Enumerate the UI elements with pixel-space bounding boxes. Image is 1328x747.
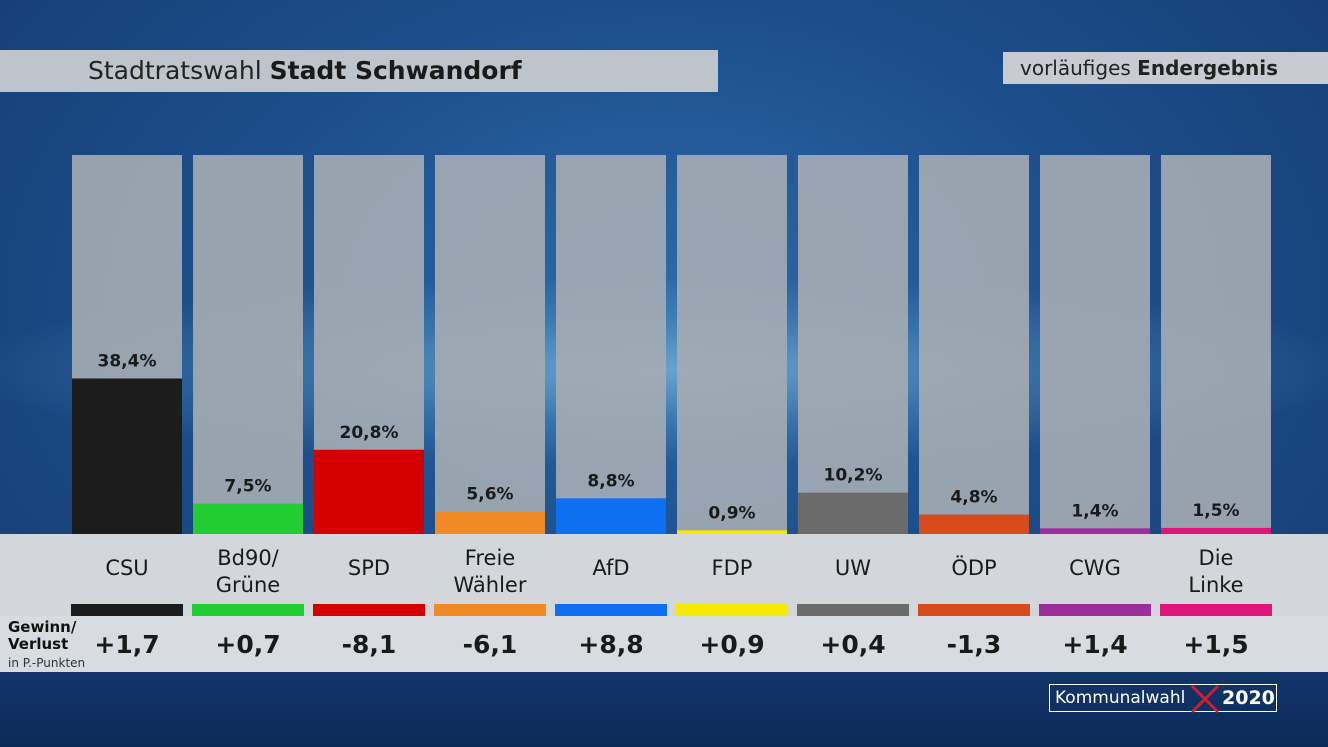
party-color-strip (676, 604, 788, 616)
party-label: CWG (1069, 556, 1121, 580)
change-value: +1,7 (94, 630, 159, 659)
change-value: +0,7 (215, 630, 280, 659)
bar-background (677, 155, 787, 534)
bar-background (1161, 155, 1271, 534)
status-bar (1003, 52, 1328, 84)
bar (435, 511, 545, 534)
value-label: 0,9% (708, 503, 755, 523)
party-label: Bd90/ (217, 546, 279, 570)
bar (1040, 528, 1150, 534)
party-color-strip (555, 604, 667, 616)
party-color-strip (1039, 604, 1151, 616)
party-label: CSU (105, 556, 148, 580)
value-label: 7,5% (224, 477, 271, 497)
page-title: Stadtratswahl Stadt Schwandorf (88, 52, 522, 90)
title-prefix: Stadtratswahl (88, 56, 262, 85)
result-status: vorläufiges Endergebnis (1020, 53, 1278, 83)
party-label: FDP (712, 556, 753, 580)
status-bold: Endergebnis (1137, 56, 1279, 80)
change-value: +1,4 (1062, 630, 1127, 659)
bar-background (1040, 155, 1150, 534)
ballot-cross-icon (1190, 684, 1220, 714)
party-label: Freie (465, 546, 515, 570)
value-label: 8,8% (587, 471, 634, 491)
title-place: Stadt Schwandorf (269, 56, 522, 85)
change-value: +8,8 (578, 630, 643, 659)
party-label: SPD (348, 556, 390, 580)
brand-text: Kommunalwahl (1055, 688, 1186, 708)
party-color-strip (918, 604, 1030, 616)
bar (677, 530, 787, 534)
bar (193, 503, 303, 534)
bar (1161, 527, 1271, 534)
change-title: Gewinn/ Verlust (8, 619, 76, 653)
change-value: -1,3 (947, 630, 1002, 659)
brand-box (1049, 684, 1277, 712)
value-label: 20,8% (340, 423, 399, 443)
bar (556, 498, 666, 534)
party-label: Wähler (454, 573, 527, 597)
bar-background (435, 155, 545, 534)
title-bar (0, 50, 718, 92)
party-label: AfD (592, 556, 629, 580)
party-color-strip (434, 604, 546, 616)
party-label: Linke (1188, 573, 1243, 597)
bar-background (556, 155, 666, 534)
change-subtitle: in P.-Punkten (8, 656, 86, 670)
change-band (0, 616, 1328, 672)
bar-background (798, 155, 908, 534)
change-value: +1,5 (1183, 630, 1248, 659)
party-color-strip (797, 604, 909, 616)
value-label: 1,5% (1192, 501, 1239, 521)
party-color-strip (1160, 604, 1272, 616)
bar-background (919, 155, 1029, 534)
change-title-line1: Gewinn/ (8, 618, 77, 636)
change-value: -6,1 (463, 630, 518, 659)
value-label: 1,4% (1071, 501, 1118, 521)
party-label-band (0, 534, 1328, 616)
bar (919, 514, 1029, 534)
bar (72, 378, 182, 534)
bar-background (193, 155, 303, 534)
change-value: +0,9 (699, 630, 764, 659)
value-label: 4,8% (950, 488, 997, 508)
change-value: +0,4 (820, 630, 885, 659)
party-color-strip (71, 604, 183, 616)
party-color-strip (313, 604, 425, 616)
party-label: Grüne (216, 573, 280, 597)
value-label: 5,6% (466, 484, 513, 504)
bar (314, 449, 424, 534)
brand-year: 2020 (1222, 687, 1275, 709)
change-value: -8,1 (342, 630, 397, 659)
bar (798, 492, 908, 534)
value-label: 38,4% (98, 351, 157, 371)
status-prefix: vorläufiges (1020, 56, 1131, 80)
party-label: UW (835, 556, 871, 580)
party-label: ÖDP (951, 555, 996, 580)
value-label: 10,2% (824, 466, 883, 486)
party-label: Die (1199, 546, 1234, 570)
party-color-strip (192, 604, 304, 616)
change-title-line2: Verlust (8, 635, 69, 653)
